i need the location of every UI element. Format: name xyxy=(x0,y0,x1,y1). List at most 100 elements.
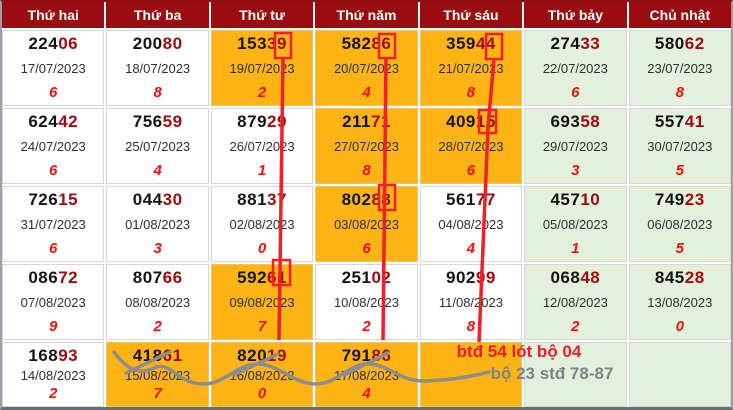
result-date: 20/07/2023 xyxy=(333,61,400,77)
result-digit: 1 xyxy=(571,240,580,258)
result-date: 19/07/2023 xyxy=(229,61,295,77)
result-digit: 6 xyxy=(571,84,580,102)
result-cell: 22406 17/07/2023 6 xyxy=(2,30,105,106)
result-date: 04/08/2023 xyxy=(438,217,504,233)
result-date: 12/08/2023 xyxy=(542,295,608,311)
result-date: 03/08/2023 xyxy=(333,217,400,233)
prediction-note-gray: bộ 23 stđ 78-87 xyxy=(490,364,614,383)
result-date: 30/07/2023 xyxy=(647,139,713,155)
result-number: 72615 xyxy=(28,190,79,209)
result-date: 31/07/2023 xyxy=(20,217,86,233)
result-digit: 8 xyxy=(153,84,162,102)
result-digit: 0 xyxy=(257,240,267,258)
result-cell: 04430 01/08/2023 3 xyxy=(106,186,209,262)
result-number: 16893 xyxy=(28,346,79,365)
result-cell: 87929 26/07/2023 1 xyxy=(210,108,314,184)
result-cell: 84528 13/08/2023 0 xyxy=(628,264,731,340)
result-cell: 59261 09/08/2023 7 xyxy=(210,264,314,340)
result-date: 01/08/2023 xyxy=(125,217,191,233)
result-date: 13/08/2023 xyxy=(647,295,713,311)
result-digit: 7 xyxy=(257,318,267,336)
result-digit: 8 xyxy=(675,84,684,102)
result-date: 14/08/2023 xyxy=(20,367,86,383)
result-cell: 06848 12/08/2023 2 xyxy=(524,264,627,340)
result-cell: 41861 15/08/2023 7 xyxy=(106,342,209,407)
result-digit: 0 xyxy=(257,385,267,403)
result-date: 11/08/2023 xyxy=(438,295,503,311)
result-date: 28/07/2023 xyxy=(438,139,504,155)
weekday-header: Chủ nhật xyxy=(628,2,731,28)
result-digit: 5 xyxy=(675,162,684,180)
result-cell: 75659 25/07/2023 4 xyxy=(106,108,209,184)
result-cell: 35944 21/07/2023 8 xyxy=(419,30,523,106)
result-date: 17/08/2023 xyxy=(333,367,400,383)
result-cell: 79186 17/08/2023 4 xyxy=(315,342,418,407)
result-number: 80288 xyxy=(341,190,392,209)
result-date: 10/08/2023 xyxy=(333,295,400,311)
result-number: 45710 xyxy=(550,190,601,209)
result-digit: 3 xyxy=(153,240,162,258)
result-digit: 4 xyxy=(466,240,476,258)
result-digit: 9 xyxy=(49,318,58,336)
result-number: 79186 xyxy=(341,346,392,365)
result-number: 41861 xyxy=(132,346,183,365)
result-date: 24/07/2023 xyxy=(20,139,86,155)
result-date: 21/07/2023 xyxy=(438,61,504,77)
result-date: 07/08/2023 xyxy=(20,295,86,311)
result-digit: 8 xyxy=(466,318,476,336)
result-digit: 2 xyxy=(571,318,580,336)
result-number: 75659 xyxy=(132,112,183,131)
result-digit: 6 xyxy=(49,240,58,258)
result-cell: 27433 22/07/2023 6 xyxy=(524,30,627,106)
result-date: 09/08/2023 xyxy=(229,295,295,311)
result-cell: 80766 08/08/2023 2 xyxy=(106,264,209,340)
result-cell: 74923 06/08/2023 5 xyxy=(628,186,731,262)
result-cell: 45710 05/08/2023 1 xyxy=(524,186,627,262)
result-number: 58286 xyxy=(341,34,392,53)
result-date: 08/08/2023 xyxy=(125,295,191,311)
result-number: 82019 xyxy=(237,346,287,365)
result-date: 27/07/2023 xyxy=(333,139,400,155)
result-cell: 58062 23/07/2023 8 xyxy=(628,30,731,106)
result-cell: 90299 11/08/2023 8 xyxy=(419,264,523,340)
weekday-header: Thứ hai xyxy=(2,2,105,28)
result-digit: 8 xyxy=(466,84,476,102)
result-number: 84528 xyxy=(654,268,705,287)
result-cell: 88137 02/08/2023 0 xyxy=(210,186,314,262)
result-digit: 4 xyxy=(153,162,162,180)
result-number: 55741 xyxy=(654,112,705,131)
result-cell: 40915 28/07/2023 6 xyxy=(419,108,523,184)
result-cell: 56177 04/08/2023 4 xyxy=(419,186,523,262)
weekday-header: Thứ bảy xyxy=(524,2,627,28)
result-cell: 80288 03/08/2023 6 xyxy=(315,186,418,262)
result-digit: 1 xyxy=(257,162,267,180)
result-cell: 55741 30/07/2023 5 xyxy=(628,108,731,184)
result-number: 58062 xyxy=(654,34,705,53)
result-number: 88137 xyxy=(237,190,287,209)
result-number: 04430 xyxy=(132,190,183,209)
result-number: 59261 xyxy=(237,268,287,287)
result-digit: 7 xyxy=(153,385,162,403)
weekday-header: Thứ tư xyxy=(210,2,314,28)
result-cell: 82019 16/08/2023 0 xyxy=(210,342,314,407)
result-cell xyxy=(628,342,731,407)
result-number: 25102 xyxy=(341,268,392,287)
result-number: 35944 xyxy=(446,34,496,53)
result-date: 29/07/2023 xyxy=(542,139,608,155)
result-number: 15339 xyxy=(237,34,287,53)
result-cell: 15339 19/07/2023 2 xyxy=(210,30,314,106)
result-cell: 08672 07/08/2023 9 xyxy=(2,264,105,340)
result-date: 06/08/2023 xyxy=(647,217,713,233)
result-digit: 2 xyxy=(153,318,162,336)
result-number: 80766 xyxy=(132,268,183,287)
result-number: 69358 xyxy=(550,112,601,131)
result-date: 15/08/2023 xyxy=(125,367,191,383)
result-digit: 3 xyxy=(571,162,580,180)
result-date: 23/07/2023 xyxy=(647,61,713,77)
result-digit: 2 xyxy=(49,385,58,403)
result-cell: 72615 31/07/2023 6 xyxy=(2,186,105,262)
result-digit: 0 xyxy=(675,318,684,336)
prediction-note-red: btđ 54 lót bộ 04 xyxy=(456,342,582,361)
result-number: 62442 xyxy=(28,112,79,131)
